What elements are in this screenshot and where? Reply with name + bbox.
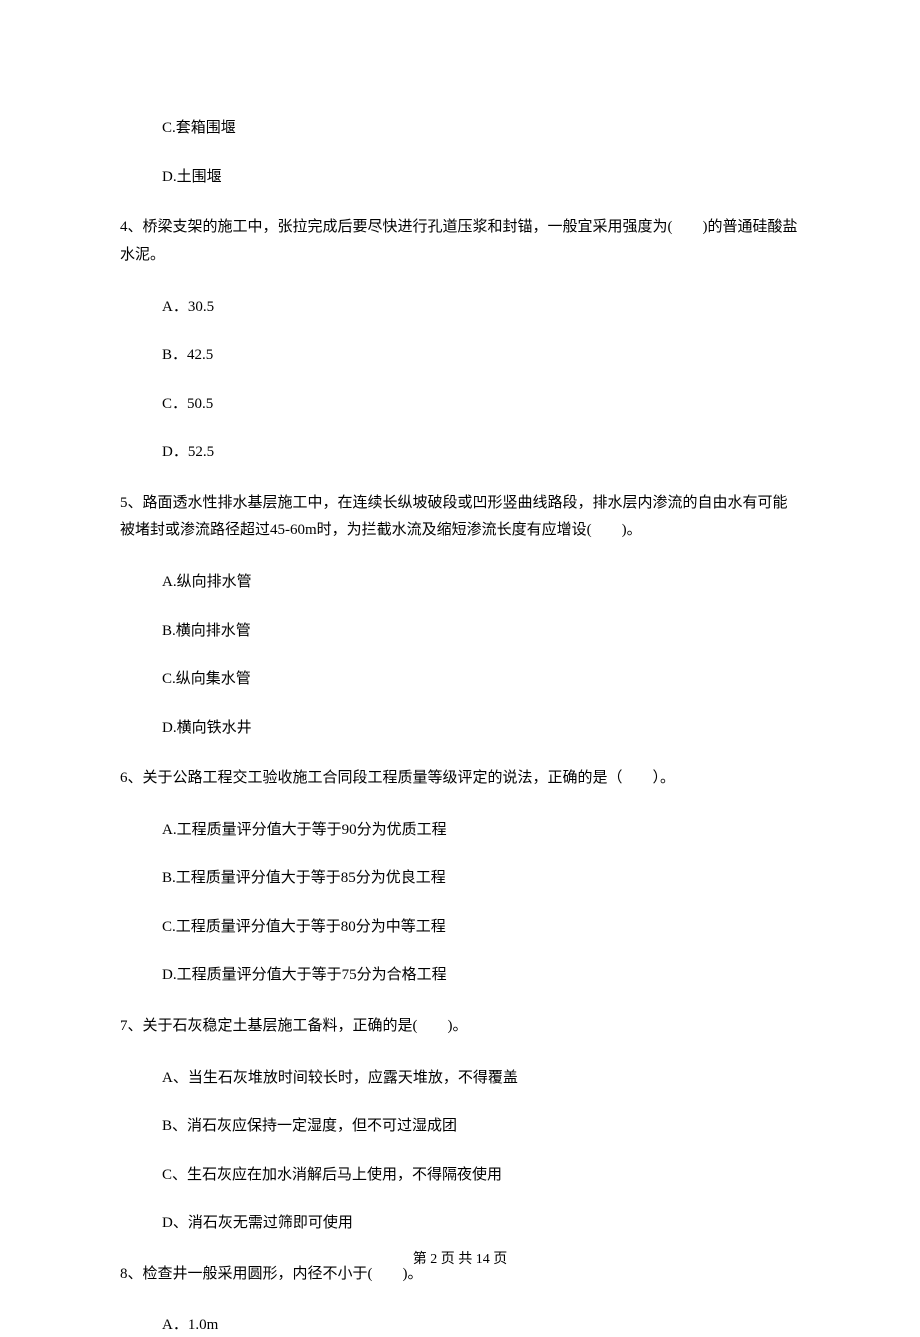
- page-content: C.套箱围堰 D.土围堰 4、桥梁支架的施工中，张拉完成后要尽快进行孔道压浆和封…: [0, 0, 920, 1337]
- question-8-option-a: A．1.0m: [120, 1314, 800, 1337]
- question-4-text: 4、桥梁支架的施工中，张拉完成后要尽快进行孔道压浆和封锚，一般宜采用强度为( )…: [120, 214, 800, 270]
- page-footer: 第 2 页 共 14 页: [0, 1248, 920, 1268]
- question-6-option-c: C.工程质量评分值大于等于80分为中等工程: [120, 916, 800, 939]
- question-4-option-c: C．50.5: [120, 393, 800, 416]
- question-5-text: 5、路面透水性排水基层施工中，在连续长纵坡破段或凹形竖曲线路段，排水层内渗流的自…: [120, 490, 800, 546]
- question-5-option-c: C.纵向集水管: [120, 668, 800, 691]
- question-7-option-b: B、消石灰应保持一定湿度，但不可过湿成团: [120, 1115, 800, 1138]
- question-6-option-b: B.工程质量评分值大于等于85分为优良工程: [120, 867, 800, 890]
- question-4-option-b: B．42.5: [120, 344, 800, 367]
- question-5-option-a: A.纵向排水管: [120, 571, 800, 594]
- question-7-option-a: A、当生石灰堆放时间较长时，应露天堆放，不得覆盖: [120, 1067, 800, 1090]
- question-5-option-d: D.横向铁水井: [120, 717, 800, 740]
- question-6-option-a: A.工程质量评分值大于等于90分为优质工程: [120, 819, 800, 842]
- question-4-option-d: D．52.5: [120, 441, 800, 464]
- question-4-option-a: A．30.5: [120, 296, 800, 319]
- question-7-option-c: C、生石灰应在加水消解后马上使用，不得隔夜使用: [120, 1164, 800, 1187]
- orphan-option-c: C.套箱围堰: [120, 117, 800, 140]
- orphan-option-d: D.土围堰: [120, 166, 800, 189]
- question-7-text: 7、关于石灰稳定土基层施工备料，正确的是( )。: [120, 1013, 800, 1041]
- question-5-option-b: B.横向排水管: [120, 620, 800, 643]
- question-6-text: 6、关于公路工程交工验收施工合同段工程质量等级评定的说法，正确的是（ ）。: [120, 765, 800, 793]
- question-7-option-d: D、消石灰无需过筛即可使用: [120, 1212, 800, 1235]
- question-6-option-d: D.工程质量评分值大于等于75分为合格工程: [120, 964, 800, 987]
